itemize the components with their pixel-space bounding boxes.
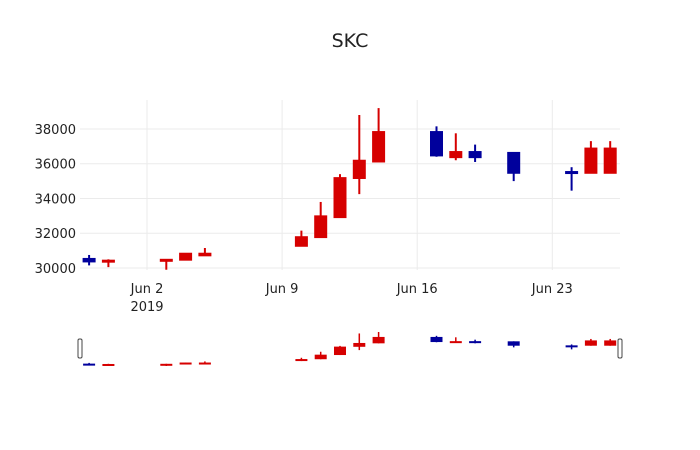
candle[interactable] (584, 141, 598, 174)
candle[interactable] (468, 144, 482, 162)
x-tick-label: Jun 16 (396, 282, 438, 297)
candle[interactable] (449, 133, 463, 161)
y-tick-label: 36000 (35, 158, 76, 173)
range-slider[interactable] (77, 332, 623, 366)
x-tick-year: 2019 (130, 300, 163, 315)
candle[interactable] (159, 258, 173, 270)
x-tick-label: Jun 2 (130, 282, 164, 297)
candle[interactable] (101, 259, 115, 268)
candle[interactable] (82, 254, 96, 266)
candle[interactable] (294, 230, 308, 247)
x-tick-label: Jun 9 (265, 282, 299, 297)
candle[interactable] (352, 115, 366, 195)
candle[interactable] (333, 174, 347, 219)
y-tick-label: 34000 (35, 192, 76, 207)
candle[interactable] (314, 201, 328, 239)
x-tick-label: Jun 23 (531, 282, 573, 297)
candle[interactable] (179, 252, 193, 261)
candles (82, 108, 617, 270)
range-slider-right-handle[interactable] (617, 338, 623, 359)
y-tick-label: 32000 (35, 227, 76, 242)
candle[interactable] (603, 141, 617, 174)
candle[interactable] (507, 151, 521, 182)
candle[interactable] (372, 108, 386, 163)
y-tick-label: 38000 (35, 123, 76, 138)
y-tick-label: 30000 (35, 262, 76, 277)
range-slider-left-handle[interactable] (77, 338, 83, 359)
chart-title: SKC (331, 30, 369, 52)
candle[interactable] (565, 167, 579, 191)
gridlines (80, 100, 620, 270)
candle[interactable] (198, 248, 212, 257)
candle[interactable] (430, 126, 443, 157)
